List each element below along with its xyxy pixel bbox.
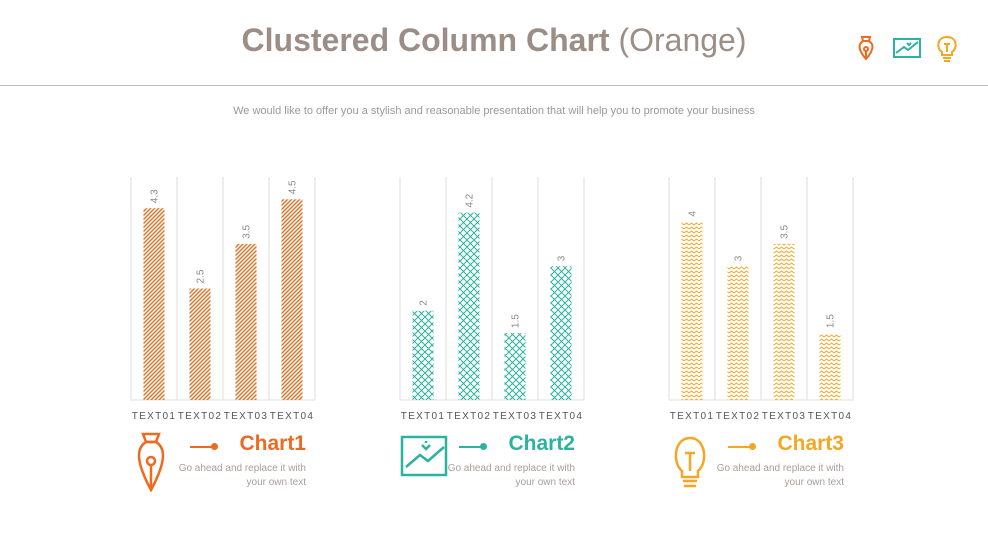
bar: [458, 212, 480, 400]
caption-line-1: Go ahead and replace it with: [447, 463, 575, 474]
bar: [819, 333, 841, 400]
bar: [681, 221, 703, 400]
page-title: Clustered Column Chart (Orange): [0, 22, 988, 59]
bar: [235, 243, 257, 400]
chart-3: 4 TEXT01 3 TEXT02 3.5 TEXT03 1.5 TEXT04 Chart3 …: [659, 170, 859, 500]
lightbulb-icon: [674, 436, 706, 488]
category-label: TEXT04: [539, 411, 583, 422]
caption-text: Go ahead and replace it with your own tex…: [694, 462, 844, 490]
divider: [0, 85, 988, 86]
chart-1: 4.3 TEXT01 2.5 TEXT02 3.5 TEXT03 4.5 TEXT04 Cha…: [121, 170, 321, 500]
bar: [504, 333, 526, 400]
category-label: TEXT01: [401, 411, 445, 422]
category-label: TEXT03: [493, 411, 537, 422]
caption-text: Go ahead and replace it with your own tex…: [425, 462, 575, 490]
caption-line-1: Go ahead and replace it with: [716, 463, 844, 474]
connector-line: [728, 446, 750, 448]
bar: [412, 310, 434, 400]
chart-2: 2 TEXT01 4.2 TEXT02 1.5 TEXT03 3 TEXT04 Chart2 …: [390, 170, 590, 500]
connector-dot: [749, 443, 756, 450]
data-label: 3: [557, 255, 568, 261]
bar: [727, 266, 749, 400]
caption-title: Chart1: [239, 432, 306, 455]
pen-nib-icon: [137, 432, 165, 492]
data-label: 4: [688, 211, 699, 217]
data-label: 2: [419, 300, 430, 306]
connector-line: [459, 446, 481, 448]
connector-dot: [480, 443, 487, 450]
bar: [189, 288, 211, 400]
caption-text: Go ahead and replace it with your own tex…: [156, 462, 306, 490]
bar: [773, 243, 795, 400]
caption-line-2: your own text: [515, 477, 575, 488]
category-label: TEXT01: [132, 411, 176, 422]
category-label: TEXT02: [447, 411, 491, 422]
pen-nib-icon: [858, 36, 874, 61]
data-label: 1.5: [826, 314, 837, 328]
data-label: 3.5: [780, 225, 791, 239]
lightbulb-icon: [937, 35, 957, 62]
data-label: 2.5: [196, 269, 207, 283]
data-label: 4.5: [288, 180, 299, 194]
bar: [550, 266, 572, 400]
category-label: TEXT02: [716, 411, 760, 422]
connector-dot: [211, 443, 218, 450]
data-label: 4.2: [465, 193, 476, 207]
caption-title: Chart2: [508, 432, 575, 455]
image-icon: [400, 435, 448, 477]
title-light: (Orange): [618, 22, 747, 58]
subtitle: We would like to offer you a stylish and…: [233, 105, 755, 117]
bar: [143, 208, 165, 400]
category-label: TEXT02: [178, 411, 222, 422]
caption-line-2: your own text: [246, 477, 306, 488]
image-icon: [893, 38, 921, 58]
caption-title: Chart3: [777, 432, 844, 455]
connector-line: [190, 446, 212, 448]
category-label: TEXT04: [808, 411, 852, 422]
bar: [281, 199, 303, 400]
data-label: 3: [734, 255, 745, 261]
category-label: TEXT04: [270, 411, 314, 422]
category-label: TEXT01: [670, 411, 714, 422]
category-label: TEXT03: [762, 411, 806, 422]
data-label: 4.3: [150, 189, 161, 203]
caption-line-2: your own text: [784, 477, 844, 488]
category-label: TEXT03: [224, 411, 268, 422]
data-label: 3.5: [242, 225, 253, 239]
title-bold: Clustered Column Chart: [241, 22, 610, 58]
caption-line-1: Go ahead and replace it with: [178, 463, 306, 474]
data-label: 1.5: [511, 314, 522, 328]
